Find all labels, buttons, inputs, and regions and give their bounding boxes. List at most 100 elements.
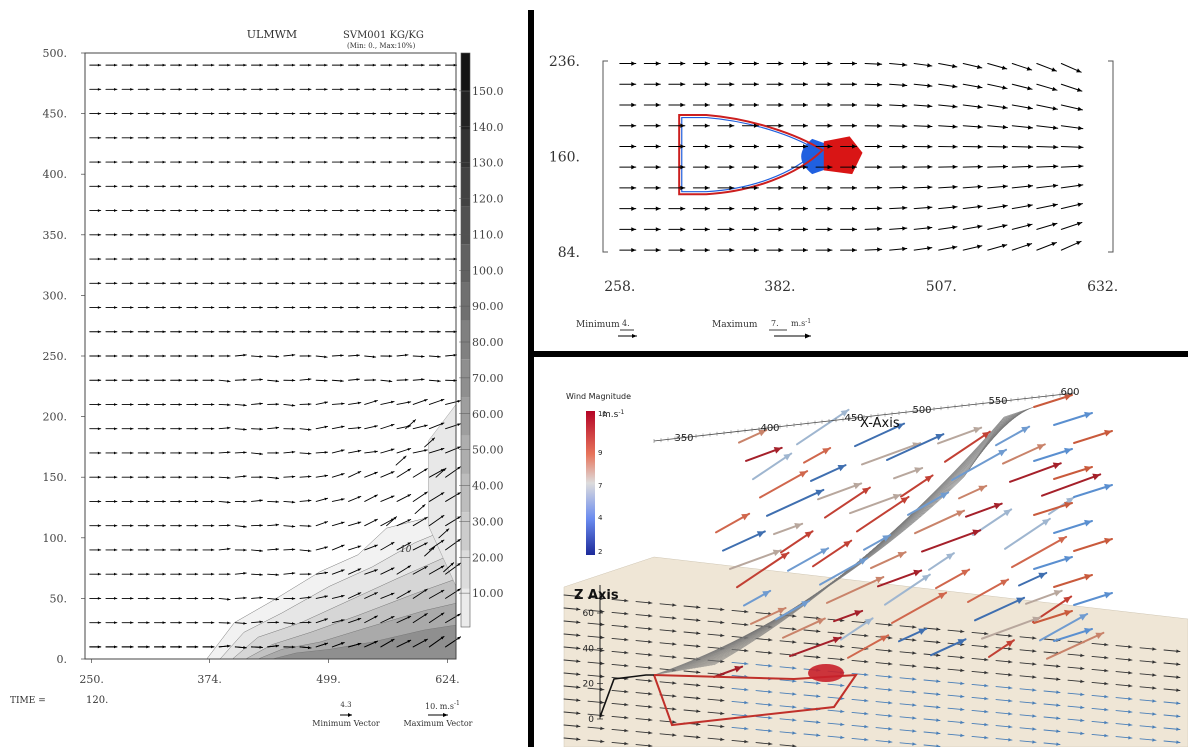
vector-arrow <box>791 206 809 211</box>
vector-arrow <box>611 624 629 629</box>
vector-arrow <box>619 144 637 149</box>
colorbar-segment <box>461 473 470 513</box>
vector-arrow <box>121 136 134 140</box>
vector-arrow <box>105 500 118 503</box>
colorbar-segment <box>461 129 470 168</box>
wind-colorbar-gradient <box>586 411 595 555</box>
vector-arrow <box>923 692 941 696</box>
vector-arrow <box>668 61 686 66</box>
vector-arrow <box>153 233 166 237</box>
vector-arrow <box>283 257 296 261</box>
vector-arrow <box>1019 727 1037 731</box>
vector-arrow <box>218 644 231 648</box>
x-tick-label: 250. <box>79 673 104 686</box>
vector-arrow <box>121 645 134 649</box>
vector-arrow <box>299 499 312 503</box>
vector-arrow <box>380 567 395 575</box>
vector-arrow <box>218 209 231 212</box>
vector-arrow <box>186 524 199 528</box>
vector-arrow <box>1067 653 1085 658</box>
vector-arrow <box>331 136 344 140</box>
vector-arrow <box>791 123 809 128</box>
vector-arrow <box>315 257 328 261</box>
vector-arrow <box>315 63 328 67</box>
vector-arrow <box>987 104 1008 110</box>
vector-arrow <box>186 403 199 406</box>
vector-arrow <box>1067 705 1085 710</box>
z-tick-label: 40 <box>583 644 595 654</box>
vector-arrow <box>412 516 428 527</box>
wind-colorbar-tick-label: 4 <box>598 514 603 522</box>
vector-arrow <box>348 87 360 91</box>
vector-arrow <box>692 185 710 191</box>
vector-row <box>89 330 457 334</box>
vector-arrow <box>779 692 797 696</box>
vector-arrow <box>864 206 883 211</box>
vector-row <box>89 257 457 261</box>
vector-arrow <box>445 538 461 551</box>
vector-arrow <box>121 184 134 188</box>
vector-arrow <box>380 160 393 164</box>
vector-arrow <box>202 257 215 261</box>
vector-arrow <box>971 735 989 740</box>
vector-arrow <box>186 427 199 431</box>
left-legend-max-value: 10. m.s-1 <box>425 700 460 711</box>
plume-vector-arrow <box>729 549 782 570</box>
vector-arrow <box>779 705 797 709</box>
vector-arrow <box>267 160 280 164</box>
vector-arrow <box>121 330 134 334</box>
vector-arrow <box>315 595 329 599</box>
plume-vector-arrow <box>1009 462 1062 483</box>
vector-arrow <box>962 164 983 169</box>
vector-arrow <box>331 306 344 309</box>
vector-row <box>89 353 457 359</box>
vector-arrow <box>1043 664 1061 668</box>
vector-arrow <box>851 685 869 690</box>
colorbar-tick-label: 90.00 <box>472 300 504 313</box>
vector-row <box>89 514 461 528</box>
vector-arrow <box>202 548 215 552</box>
vector-arrow <box>153 475 166 479</box>
vector-arrow <box>89 233 102 237</box>
vector-arrow <box>962 244 983 251</box>
vector-arrow <box>348 521 362 527</box>
vector-arrow <box>659 642 677 646</box>
vector-arrow <box>962 224 983 230</box>
vector-arrow <box>707 633 725 638</box>
wake-red-region <box>823 136 863 175</box>
vector-arrow <box>170 63 183 67</box>
vector-arrow <box>283 209 296 212</box>
vector-arrow <box>668 227 686 232</box>
vector-arrow <box>889 123 908 129</box>
vector-arrow <box>364 355 377 359</box>
z-tick-label: 20 <box>583 680 595 690</box>
plume-vector-arrow <box>1033 609 1073 624</box>
vector-arrow <box>428 63 441 67</box>
colorbar-segment <box>461 206 470 245</box>
vector-arrow <box>380 112 393 115</box>
vector-arrow <box>611 598 629 603</box>
vector-row <box>89 538 461 553</box>
vector-arrow <box>396 184 409 188</box>
vector-arrow <box>153 524 166 528</box>
vector-arrow <box>563 633 581 637</box>
vector-arrow <box>251 549 263 553</box>
vector-arrow <box>137 572 150 576</box>
vector-arrow <box>563 698 581 702</box>
vector-arrow <box>987 204 1008 210</box>
vector-arrow <box>315 184 328 188</box>
vector-arrow <box>731 739 749 744</box>
vector-arrow <box>299 452 312 455</box>
plume-vector-arrow <box>824 486 871 519</box>
vector-arrow <box>779 627 797 631</box>
vector-arrow <box>692 123 710 128</box>
vector-arrow <box>299 621 312 624</box>
vector-arrow <box>1019 714 1037 718</box>
vector-arrow <box>331 354 344 357</box>
vector-arrow <box>267 281 280 285</box>
left-legend-max-unit-exp: -1 <box>454 700 460 707</box>
vector-arrow <box>331 209 344 212</box>
vector-arrow <box>170 548 183 552</box>
plume-vector-arrow <box>796 408 850 446</box>
vector-arrow <box>971 709 989 714</box>
